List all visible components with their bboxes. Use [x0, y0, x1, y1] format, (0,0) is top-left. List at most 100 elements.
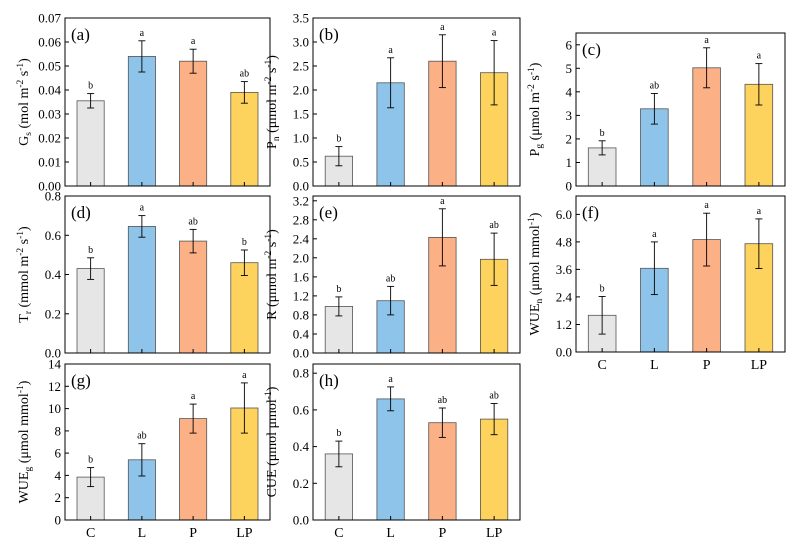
error-bar-lp	[240, 249, 248, 276]
y-tick-label: 6	[55, 446, 62, 461]
plot-frame	[64, 363, 271, 521]
plot-frame	[64, 17, 271, 187]
y-tick-label: 0.4	[45, 267, 62, 282]
significance-letter-l: ab	[137, 431, 146, 442]
category-label-l: L	[138, 526, 147, 541]
error-bar-p	[703, 212, 711, 267]
error-bar-c	[335, 296, 343, 317]
category-label-lp: LP	[751, 358, 768, 373]
y-tick-label: 4	[566, 84, 573, 99]
significance-letter-c: b	[88, 455, 93, 466]
error-bar-c	[335, 440, 343, 468]
significance-letter-p: a	[440, 22, 445, 33]
y-tick-label: 0	[566, 179, 573, 194]
y-tick-label: 3	[566, 108, 573, 123]
error-bar-lp	[240, 382, 248, 434]
category-label-c: C	[597, 358, 606, 373]
significance-letter-c: b	[88, 245, 93, 256]
panel-label: (h)	[319, 371, 339, 390]
error-bar-c	[87, 467, 95, 488]
error-bar-lp	[755, 218, 763, 269]
y-tick-label: 0.2	[45, 306, 61, 321]
y-tick-label: 0.4	[293, 327, 310, 342]
error-bar-l	[387, 285, 395, 316]
bar-p	[179, 418, 208, 521]
bar-l	[127, 56, 156, 187]
category-label-c: C	[86, 526, 95, 541]
significance-letter-lp: a	[242, 370, 247, 381]
bar-lp	[230, 262, 259, 354]
y-tick-label: 0.07	[38, 11, 61, 26]
significance-letter-lp: ab	[240, 69, 249, 80]
error-bar-p	[189, 403, 197, 434]
y-tick-label: 3.6	[556, 262, 573, 277]
error-bar-c	[598, 140, 606, 156]
bar-c	[76, 268, 105, 354]
significance-letter-c: b	[88, 81, 93, 92]
panel-pn: b a a a 0.0 0.5 1.0 1.5 2.0 2.5 3.0 3.5 (b) Pn (μmol …	[264, 11, 521, 194]
y-tick-label: 0.02	[38, 131, 61, 146]
significance-letter-l: a	[140, 28, 145, 39]
category-label-l: L	[386, 526, 395, 541]
panel-label: (a)	[71, 25, 90, 44]
significance-letter-l: ab	[650, 81, 659, 92]
y-tick-label: 4	[55, 468, 62, 483]
y-tick-label: 2.4	[293, 231, 310, 246]
panel-pg: b ab a a 0 1 2 3 4 5 6 (c) Pg (μmol m-2 s-1)	[527, 32, 786, 194]
error-bar-p	[438, 208, 446, 267]
plot-frame	[312, 195, 521, 354]
y-tick-label: 1.2	[556, 317, 572, 332]
y-tick-label: 10	[48, 401, 61, 416]
error-bar-l	[138, 215, 146, 238]
significance-letter-lp: a	[757, 206, 762, 217]
plot-frame	[575, 32, 786, 187]
bar-l	[376, 398, 405, 521]
significance-letter-lp: b	[242, 237, 247, 248]
panel-label: (c)	[582, 40, 601, 59]
significance-letter-p: a	[704, 35, 709, 46]
y-tick-label: 8	[55, 423, 62, 438]
significance-letter-p: a	[704, 200, 709, 211]
category-label-c: C	[334, 526, 343, 541]
y-tick-label: 0.06	[38, 35, 61, 50]
bar-p	[179, 240, 208, 354]
panel-label: (b)	[319, 25, 339, 44]
significance-letter-p: a	[440, 196, 445, 207]
significance-letter-p: ab	[188, 216, 197, 227]
y-tick-label: 12	[48, 379, 61, 394]
y-tick-label: 3.5	[293, 11, 309, 26]
error-bar-l	[387, 57, 395, 109]
y-tick-label: 5	[566, 61, 573, 76]
bar-p	[179, 60, 208, 187]
error-bar-l	[138, 443, 146, 477]
y-tick-label: 2.8	[293, 212, 309, 227]
category-label-p: P	[703, 358, 711, 373]
y-tick-label: 1.6	[293, 269, 310, 284]
significance-letter-c: b	[600, 128, 605, 139]
category-label-p: P	[438, 526, 446, 541]
y-tick-label: 0.8	[293, 307, 309, 322]
significance-letter-p: ab	[438, 395, 447, 406]
significance-letter-c: b	[336, 284, 341, 295]
significance-letter-l: ab	[386, 273, 395, 284]
y-tick-label: 0.0	[293, 179, 309, 194]
y-axis-label: R (μmol m-2 s-1)	[264, 229, 280, 320]
y-axis-label: WUEg (μmol mmol-1)	[16, 380, 34, 503]
y-axis-label: Pn (μmol m-2 s-1)	[264, 55, 282, 149]
y-axis-label: CUE (μmol μmol-1)	[264, 386, 280, 497]
error-bar-lp	[490, 40, 498, 106]
y-tick-label: 0.6	[45, 228, 62, 243]
panel-label: (e)	[319, 203, 338, 222]
y-tick-label: 0.8	[293, 366, 309, 381]
y-tick-label: 0.04	[38, 83, 61, 98]
y-tick-label: 3.0	[293, 35, 309, 50]
error-bar-p	[189, 228, 197, 254]
significance-letter-l: a	[388, 45, 393, 56]
error-bar-c	[598, 296, 606, 335]
y-tick-label: 0.0	[293, 513, 309, 528]
significance-letter-l: a	[140, 203, 145, 214]
